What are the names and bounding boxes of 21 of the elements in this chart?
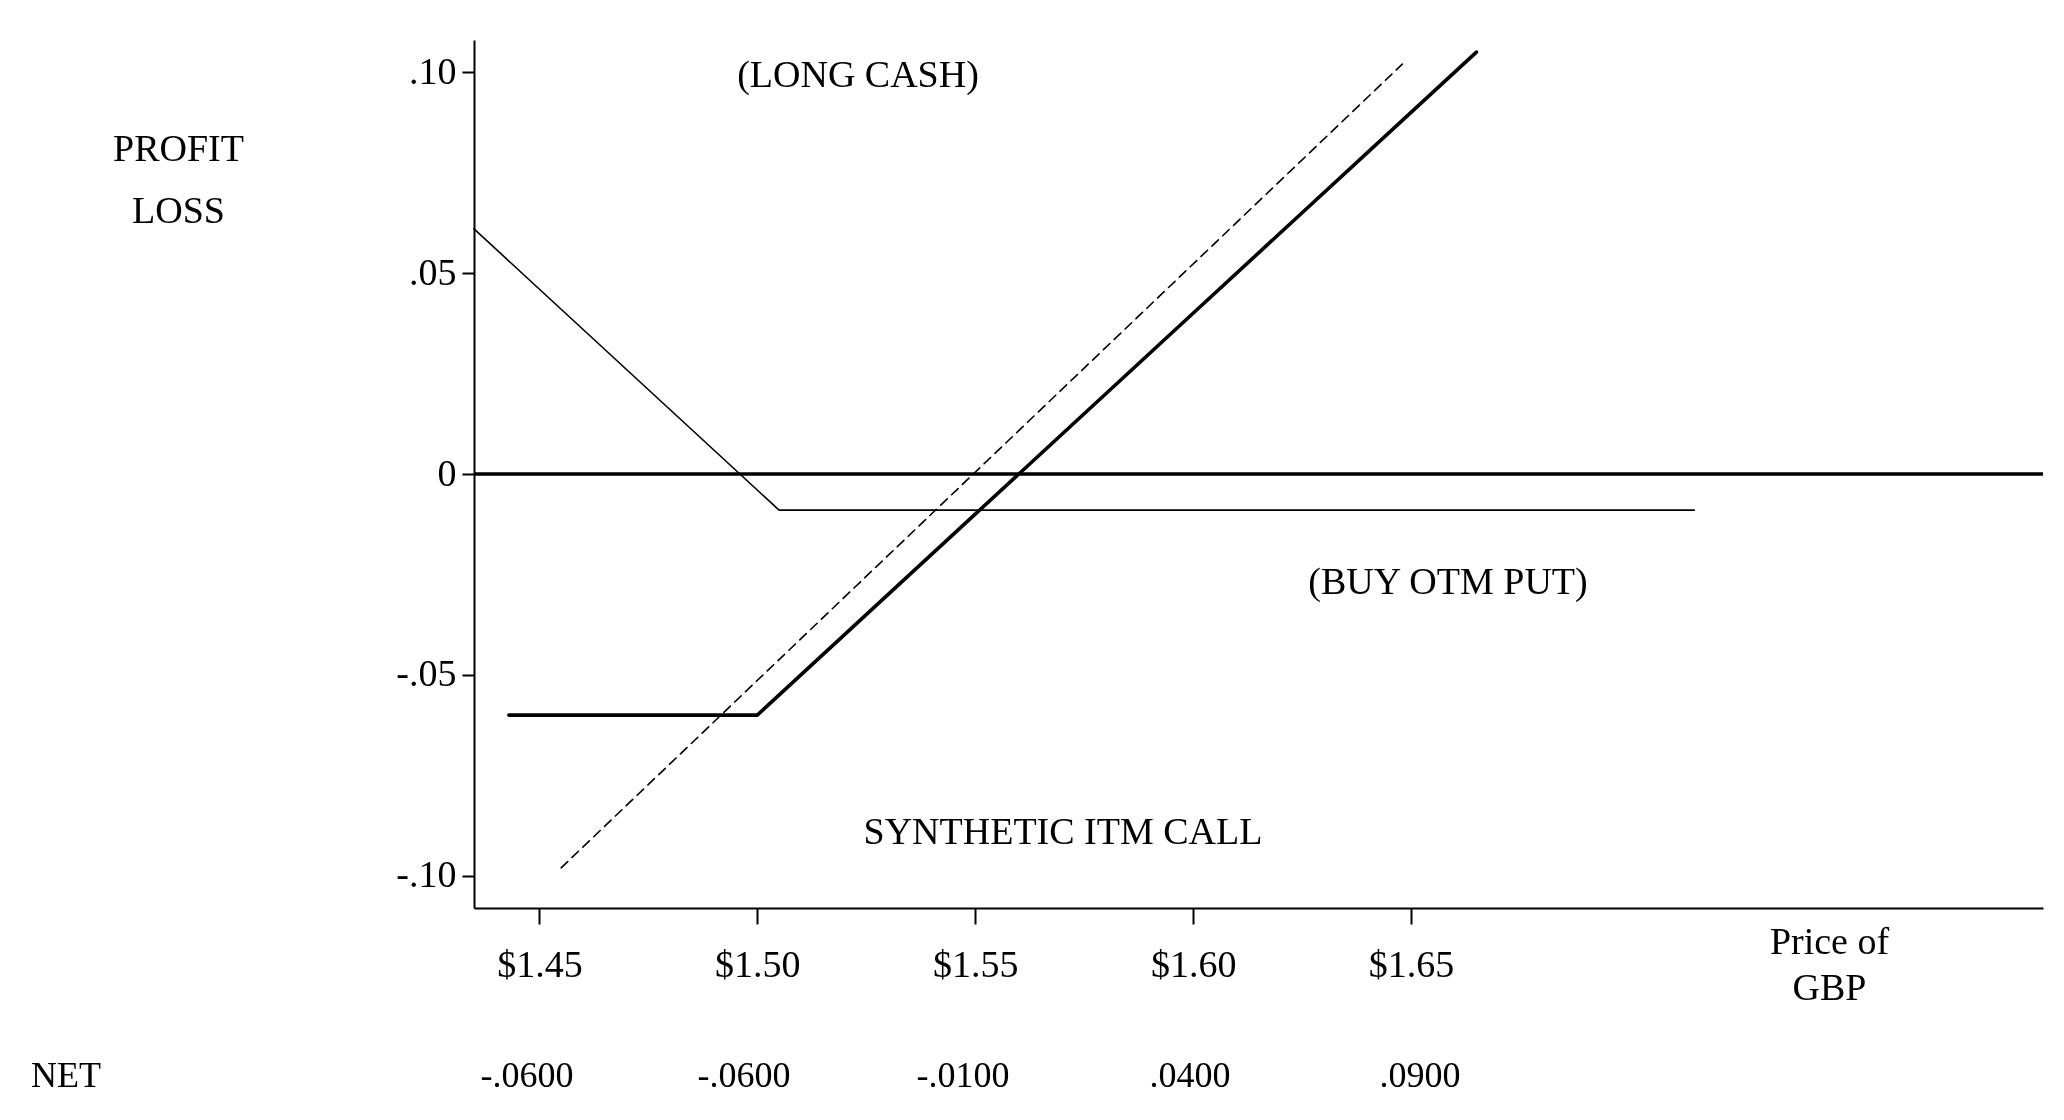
text: -.0600 (480, 1055, 574, 1095)
y-tick-label: .10 (409, 49, 457, 92)
y-axis-title: PROFIT LOSS (113, 126, 244, 231)
text: .0400 (1149, 1055, 1231, 1095)
y-tick-label: -.05 (396, 652, 457, 695)
x-tick-label: $1.50 (715, 942, 801, 985)
x-tick-label: $1.55 (932, 942, 1019, 985)
y-tick-label: .05 (409, 250, 457, 293)
x-tick-label: $1.60 (1150, 942, 1237, 985)
annotation: SYNTHETIC ITM CALL (863, 810, 1263, 852)
x-tick-label: $1.45 (497, 942, 583, 985)
text: -.0100 (916, 1055, 1010, 1095)
annotation: (BUY OTM PUT) (1308, 560, 1588, 603)
y-tick-label: 0 (437, 451, 457, 494)
x-axis-title: Price of GBP (1769, 919, 1890, 1008)
annotation: (LONG CASH) (737, 53, 979, 96)
y-tick-label: -.10 (396, 853, 457, 896)
text: NET (31, 1055, 101, 1095)
x-tick-label: $1.65 (1368, 942, 1455, 985)
text: .0900 (1379, 1055, 1461, 1095)
text: -.0600 (697, 1055, 791, 1095)
